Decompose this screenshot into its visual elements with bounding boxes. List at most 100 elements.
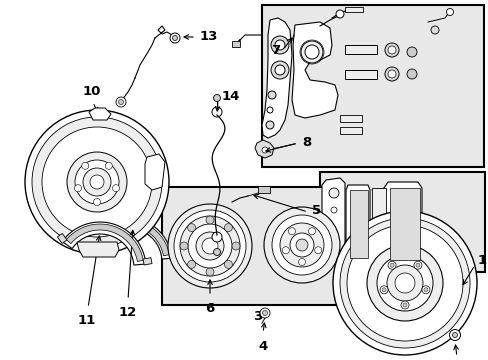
Text: 12: 12 [119,306,137,319]
Circle shape [266,107,272,113]
Circle shape [196,232,224,260]
Circle shape [280,223,324,267]
Circle shape [387,70,395,78]
Circle shape [379,286,387,294]
Circle shape [289,233,313,257]
Circle shape [423,288,427,292]
Bar [339,115,361,122]
Circle shape [224,260,232,269]
Circle shape [212,107,222,117]
Circle shape [187,224,231,268]
Text: 5: 5 [311,204,321,217]
Circle shape [274,65,285,75]
Circle shape [93,198,101,206]
Bar [143,258,152,265]
Circle shape [387,46,395,54]
Text: 9: 9 [370,270,379,283]
Circle shape [262,310,267,315]
Polygon shape [262,18,291,138]
Bar [231,41,240,47]
Circle shape [295,239,307,251]
Circle shape [394,273,414,293]
Circle shape [384,43,398,57]
Bar [162,187,336,305]
Circle shape [224,224,232,231]
Circle shape [332,211,476,355]
Circle shape [170,33,180,43]
Circle shape [314,247,321,254]
Polygon shape [321,178,345,265]
Circle shape [335,10,343,18]
Circle shape [288,228,295,235]
Bar [345,45,376,54]
Circle shape [262,147,267,153]
Circle shape [402,303,406,307]
Circle shape [413,261,421,269]
Circle shape [116,97,126,107]
Text: 1: 1 [477,255,486,267]
Bar [339,127,361,134]
Polygon shape [77,242,119,257]
Circle shape [152,167,158,173]
Circle shape [301,41,323,63]
Circle shape [42,127,152,237]
Circle shape [81,162,88,169]
Circle shape [366,245,442,321]
Circle shape [328,245,338,255]
Bar [258,186,269,193]
Circle shape [376,255,432,311]
Circle shape [406,69,416,79]
Circle shape [67,152,127,212]
Circle shape [32,117,162,247]
Text: 7: 7 [270,44,280,57]
Circle shape [308,228,315,235]
Circle shape [406,47,416,57]
Circle shape [180,242,187,250]
Circle shape [25,110,169,254]
Circle shape [213,94,220,102]
Circle shape [330,207,336,213]
Text: 11: 11 [78,314,96,327]
Circle shape [231,242,240,250]
Polygon shape [383,182,421,264]
Circle shape [172,36,177,40]
Polygon shape [254,140,273,158]
Circle shape [168,204,251,288]
Circle shape [212,232,222,242]
Circle shape [451,333,457,338]
Circle shape [400,301,408,309]
Circle shape [149,164,161,176]
Circle shape [112,185,119,192]
Bar [345,7,362,12]
Polygon shape [389,188,419,260]
Circle shape [415,263,419,267]
Circle shape [205,268,214,276]
Text: 8: 8 [302,135,311,148]
Circle shape [267,91,275,99]
Circle shape [448,329,460,341]
Circle shape [305,45,318,59]
Circle shape [270,61,288,79]
Polygon shape [349,190,367,258]
Circle shape [392,196,400,204]
Polygon shape [66,224,143,261]
Circle shape [271,215,331,275]
Circle shape [328,188,338,198]
Circle shape [282,247,289,254]
Circle shape [446,9,452,15]
Text: 3: 3 [253,310,262,323]
Circle shape [74,185,81,192]
Circle shape [389,263,393,267]
Circle shape [274,40,285,50]
Circle shape [386,265,422,301]
Circle shape [265,121,273,129]
Polygon shape [291,22,337,118]
Circle shape [103,245,111,253]
Circle shape [421,286,429,294]
Circle shape [260,308,269,318]
Circle shape [392,244,400,252]
Polygon shape [346,185,369,262]
Circle shape [346,225,462,341]
Circle shape [384,67,398,81]
Circle shape [387,261,395,269]
